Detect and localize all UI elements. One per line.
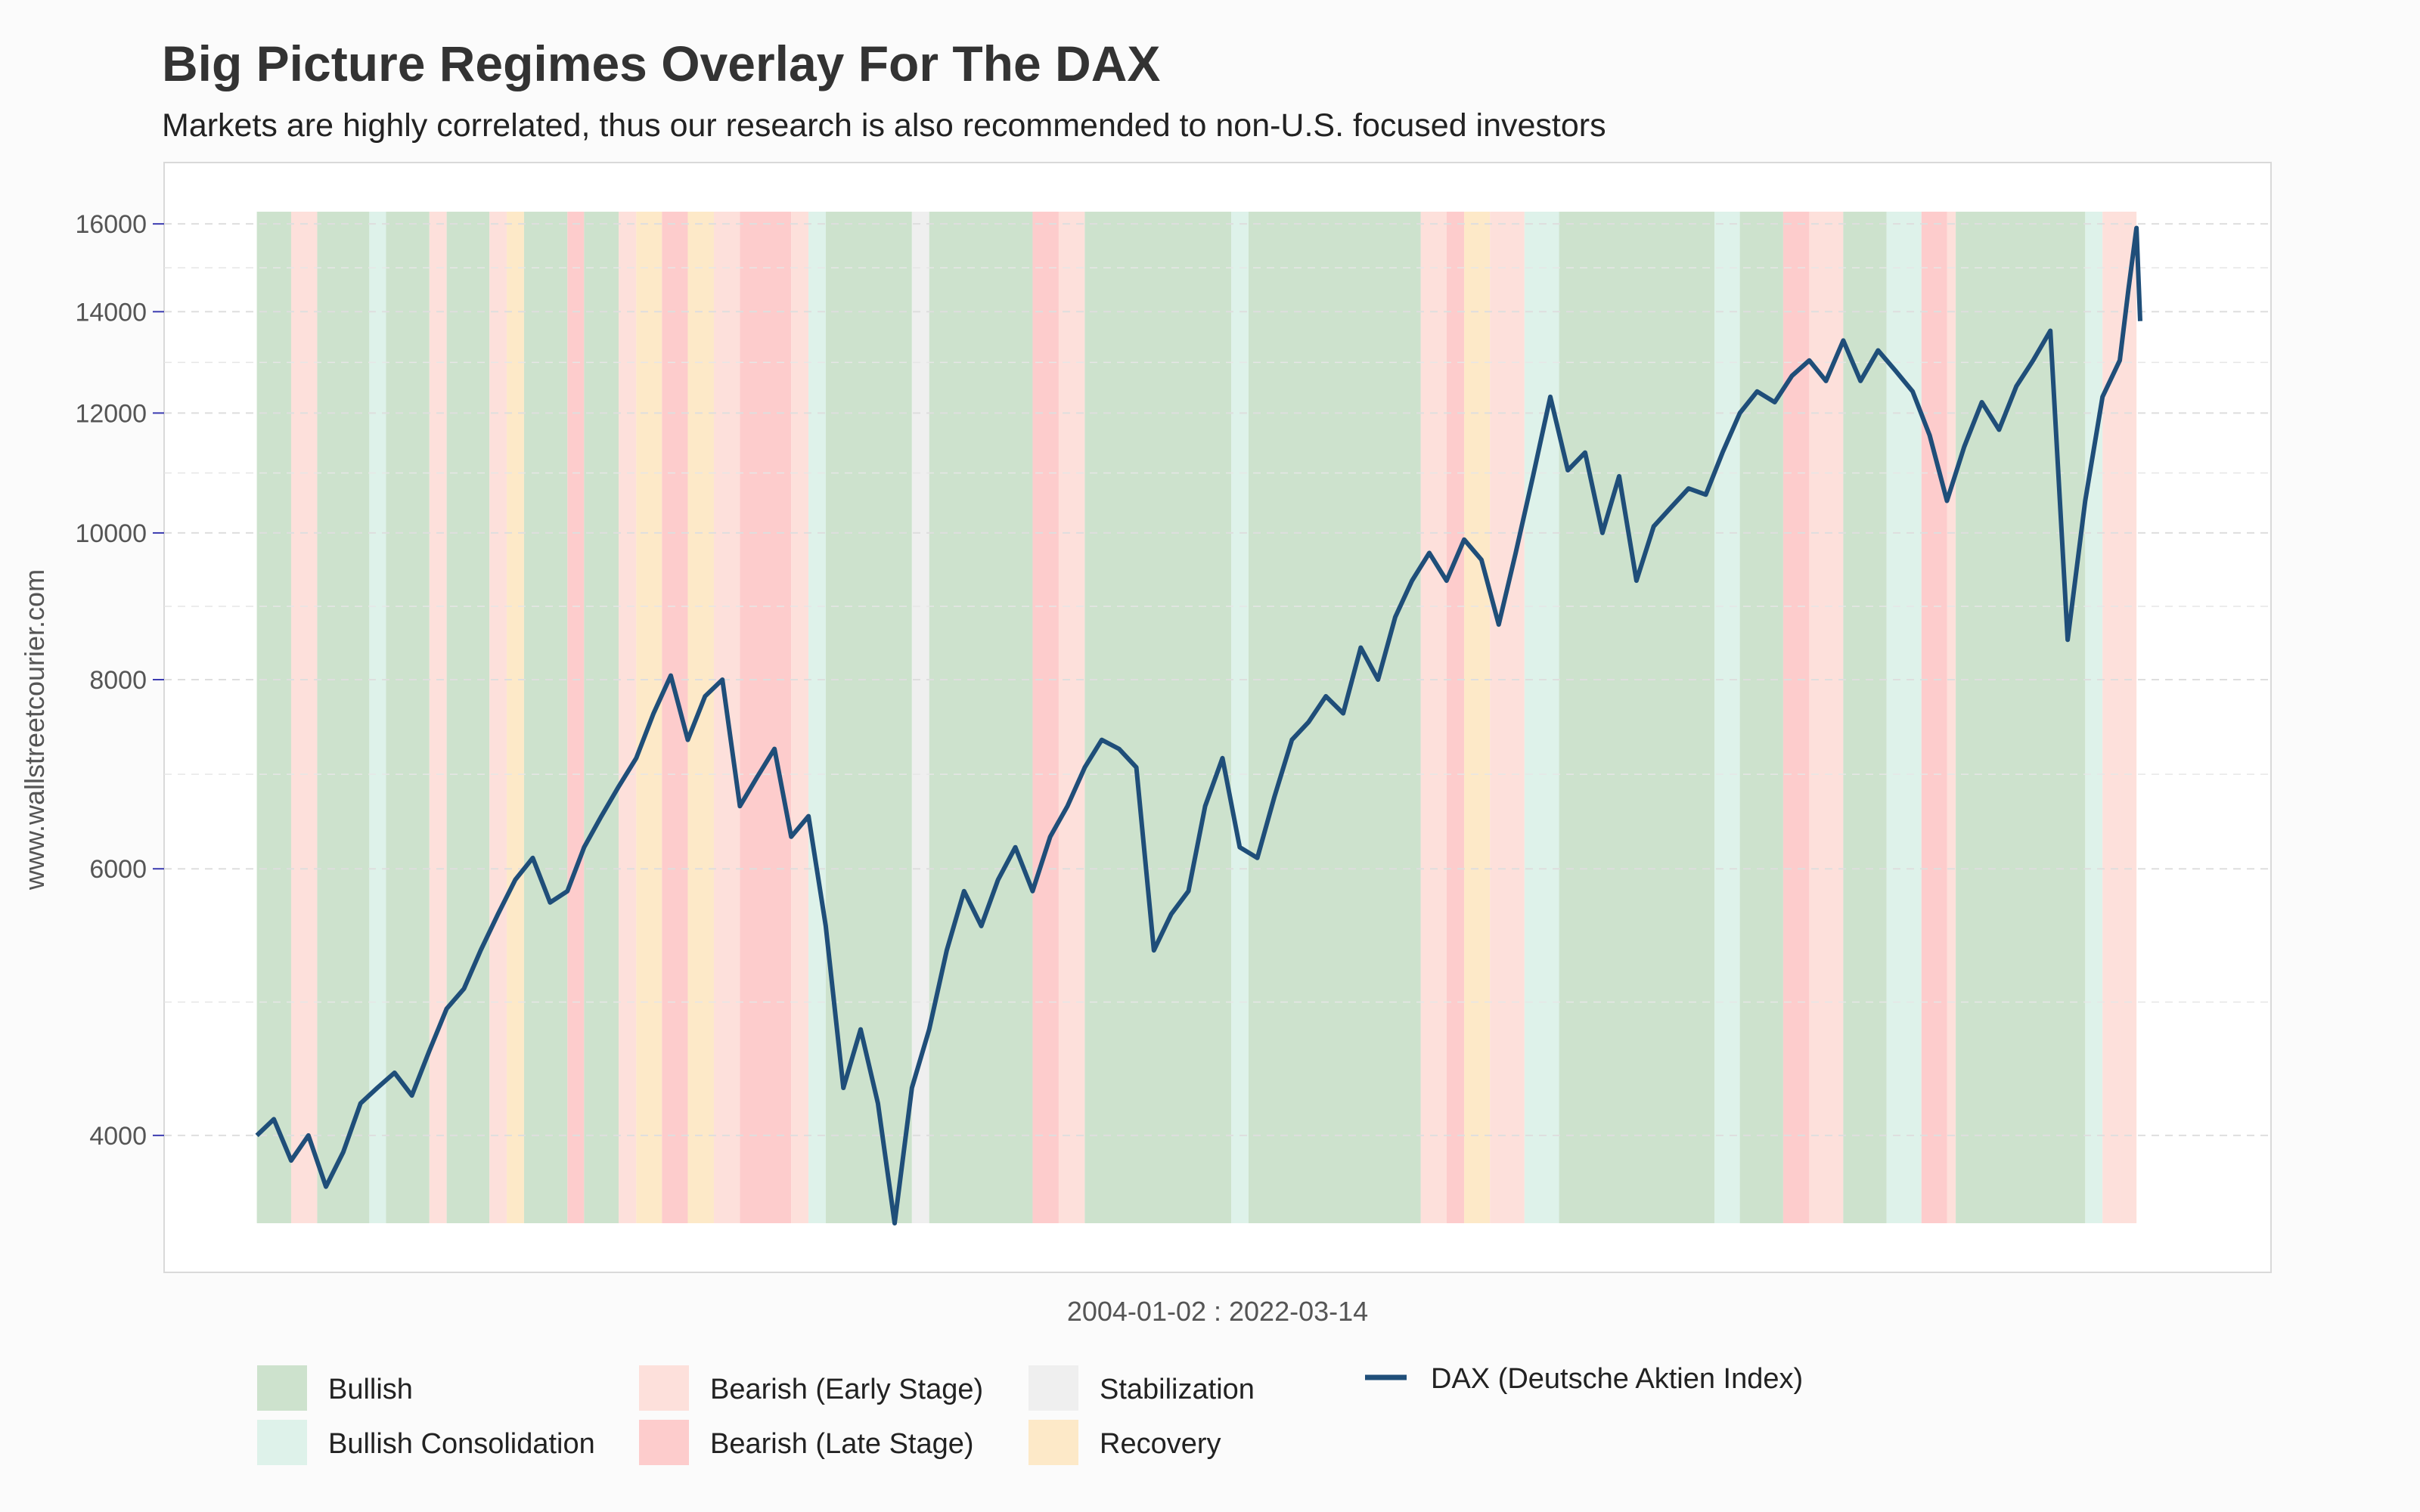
regime-band-bearish_early bbox=[1947, 212, 1956, 1223]
regime-band-bullish_consolidation bbox=[1231, 212, 1249, 1223]
regime-band-bullish_consolidation bbox=[808, 212, 826, 1223]
regime-band-bullish bbox=[317, 212, 370, 1223]
regime-band-recovery bbox=[1464, 212, 1491, 1223]
regime-band-bullish_consolidation bbox=[369, 212, 386, 1223]
legend-label-bearish_late: Bearish (Late Stage) bbox=[710, 1428, 974, 1460]
regime-band-bearish_early bbox=[791, 212, 809, 1223]
y-tick-label: 16000 bbox=[75, 210, 147, 239]
chart-title: Big Picture Regimes Overlay For The DAX bbox=[162, 36, 1161, 91]
regime-band-bullish bbox=[584, 212, 619, 1223]
y-tick-label: 10000 bbox=[75, 519, 147, 548]
y-tick-label: 12000 bbox=[75, 399, 147, 428]
regime-band-bullish bbox=[1248, 212, 1421, 1223]
series-line-dax bbox=[255, 225, 2142, 1225]
regime-band-bearish_late bbox=[1032, 212, 1059, 1223]
y-axis-ticks: 4000 6000 8000 10000 12000 14000 16000 bbox=[75, 210, 164, 1151]
legend-swatch-bullish bbox=[257, 1365, 307, 1411]
regime-band-recovery bbox=[636, 212, 662, 1223]
regime-band-bullish bbox=[386, 212, 430, 1223]
legend-swatch-bearish_early bbox=[639, 1365, 689, 1411]
legend-label-bullish_consolidation: Bullish Consolidation bbox=[328, 1428, 595, 1460]
legend-swatch-bearish_late bbox=[639, 1420, 689, 1465]
regime-band-bullish bbox=[446, 212, 490, 1223]
regime-band-bearish_early bbox=[290, 212, 318, 1223]
regime-band-bearish_early bbox=[1420, 212, 1447, 1223]
x-axis-label: 2004-01-02 : 2022-03-14 bbox=[1067, 1296, 1368, 1327]
regime-band-recovery bbox=[507, 212, 524, 1223]
legend-swatch-stabilization bbox=[1028, 1365, 1078, 1411]
regime-band-bullish_consolidation bbox=[1524, 212, 1559, 1223]
legend: Bullish Bullish Consolidation Bearish (Ear… bbox=[257, 1363, 1803, 1465]
regime-band-bearish_early bbox=[619, 212, 637, 1223]
regime-band-bearish_early bbox=[2102, 212, 2121, 1223]
regime-band-bullish bbox=[1739, 212, 1783, 1223]
regime-band-stabilization bbox=[911, 212, 929, 1223]
legend-label-dax: DAX (Deutsche Aktien Index) bbox=[1431, 1363, 1803, 1395]
regime-band-bearish_late bbox=[567, 212, 585, 1223]
regime-band-bearish_early bbox=[1490, 212, 1525, 1223]
regime-band-bearish_late bbox=[1446, 212, 1465, 1223]
chart-subtitle: Markets are highly correlated, thus our … bbox=[162, 107, 1606, 144]
regime-band-bearish_late bbox=[1921, 212, 1947, 1223]
regime-band-bearish_early bbox=[2120, 212, 2137, 1223]
legend-label-recovery: Recovery bbox=[1100, 1428, 1221, 1460]
y-tick-label: 4000 bbox=[89, 1122, 147, 1151]
regime-band-bearish_early bbox=[1058, 212, 1085, 1223]
legend-swatch-recovery bbox=[1028, 1420, 1078, 1465]
legend-label-bearish_early: Bearish (Early Stage) bbox=[710, 1374, 983, 1405]
regime-band-bullish bbox=[1843, 212, 1887, 1223]
legend-label-bullish: Bullish bbox=[328, 1374, 413, 1405]
regime-band-bullish bbox=[523, 212, 568, 1223]
regime-band-bearish_early bbox=[489, 212, 507, 1223]
regime-band-recovery bbox=[687, 212, 714, 1223]
legend-swatch-bullish_consolidation bbox=[257, 1420, 307, 1465]
y-tick-label: 8000 bbox=[89, 666, 147, 695]
regime-band-bullish bbox=[1084, 212, 1232, 1223]
regime-band-bullish bbox=[1559, 212, 1715, 1223]
regime-bands bbox=[256, 212, 2137, 1223]
dax-series bbox=[255, 225, 2142, 1225]
regime-band-bullish bbox=[929, 212, 1033, 1223]
regime-band-bullish_consolidation bbox=[2085, 212, 2103, 1223]
regime-band-bearish_early bbox=[429, 212, 447, 1223]
y-axis-label: www.wallstreetcourier.com bbox=[19, 569, 50, 891]
regime-band-bullish bbox=[1956, 212, 2086, 1223]
y-tick-label: 6000 bbox=[89, 855, 147, 884]
y-tick-label: 14000 bbox=[75, 298, 147, 327]
regime-band-bullish_consolidation bbox=[1714, 212, 1740, 1223]
legend-label-stabilization: Stabilization bbox=[1100, 1374, 1255, 1405]
regime-band-bearish_late bbox=[740, 212, 792, 1223]
regime-band-bullish bbox=[256, 212, 291, 1223]
